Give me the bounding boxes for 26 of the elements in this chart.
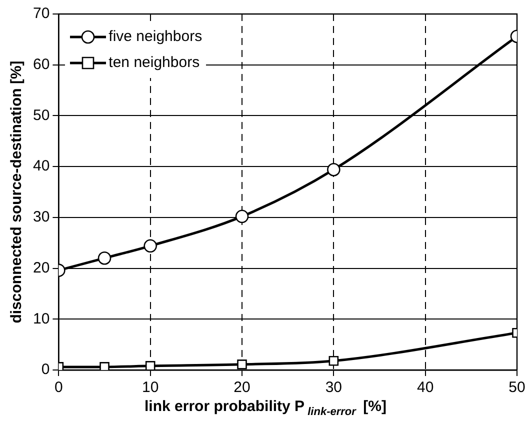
point	[328, 356, 339, 366]
x-tick-label: 20	[234, 379, 250, 396]
point	[235, 210, 249, 224]
y-tick-label: 10	[32, 310, 50, 328]
point	[237, 360, 247, 370]
x-axis-title: link error probability P$_{link-error}$ [%]	[144, 398, 388, 418]
point	[145, 361, 156, 370]
y-tick-label: 20	[32, 259, 50, 276]
x-tick-label: 10	[142, 379, 159, 396]
y-tick-label: 0	[41, 361, 50, 378]
x-tick-label: 0	[54, 379, 63, 396]
point	[98, 251, 112, 265]
x-tick-label: 40	[416, 379, 434, 396]
y-axis-title: disconnected source-destination [%]	[8, 60, 26, 324]
legend-label: ten neighbors	[108, 53, 200, 73]
point	[144, 239, 157, 253]
point	[327, 162, 340, 176]
y-tick-label: 30	[32, 208, 50, 226]
y-tick-label: 50	[32, 106, 50, 124]
x-tick-label: 30	[325, 379, 342, 396]
point	[100, 362, 110, 370]
y-tick-label: 40	[32, 158, 50, 175]
legend-label: five neighbors	[108, 27, 202, 47]
y-tick-label: 60	[32, 56, 50, 73]
y-tick-label: 70	[32, 5, 50, 22]
x-tick-label: 50	[508, 379, 526, 396]
